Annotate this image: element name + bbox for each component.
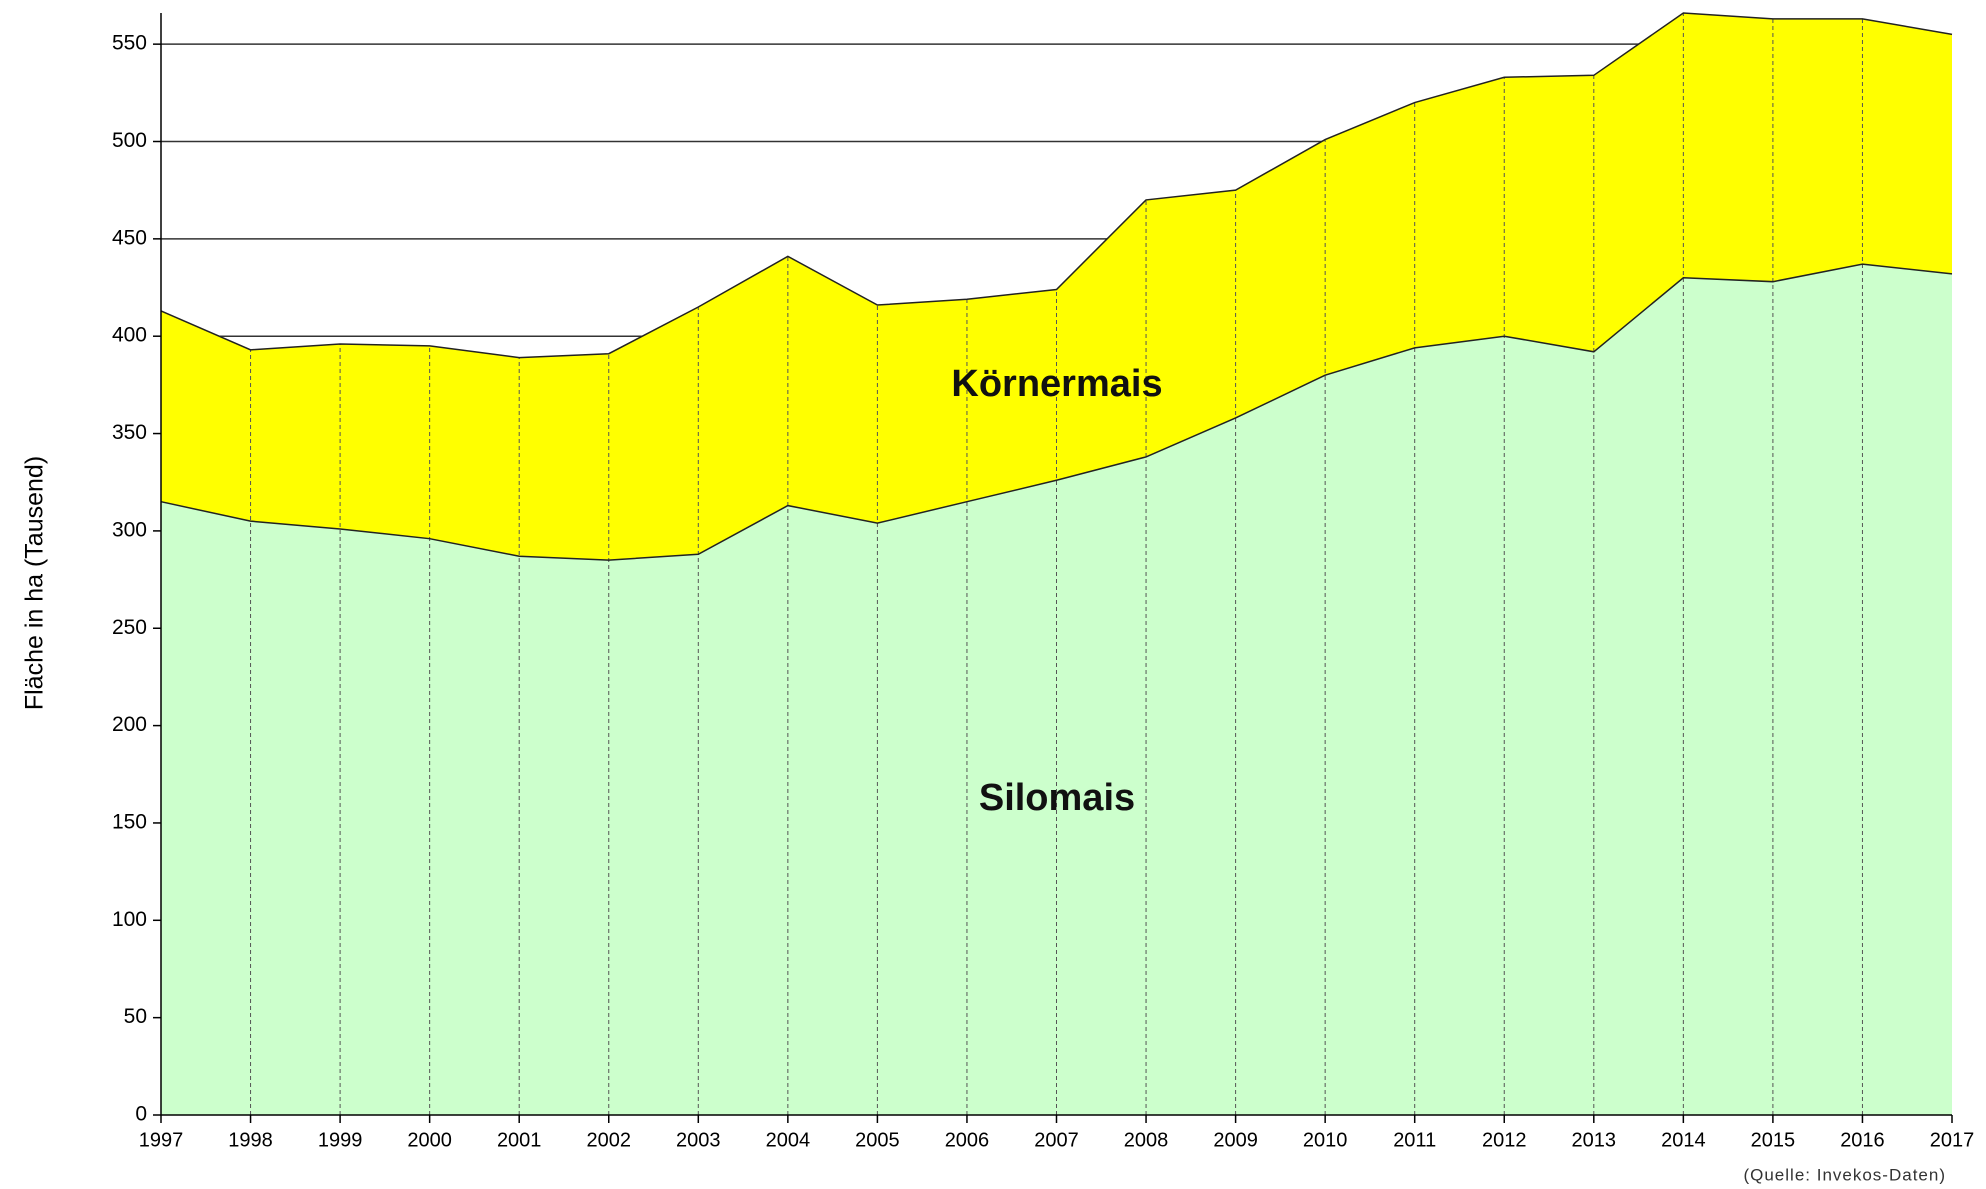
x-tick-label: 2014: [1661, 1129, 1706, 1151]
x-tick-label: 2017: [1930, 1129, 1975, 1151]
y-axis-label: Fläche in ha (Tausend): [21, 456, 49, 710]
x-tick-label: 2010: [1303, 1129, 1348, 1151]
y-tick-label: 350: [112, 421, 147, 444]
y-tick-label: 550: [112, 32, 147, 55]
x-tick-label: 2011: [1393, 1129, 1436, 1151]
y-tick-label: 50: [124, 1005, 147, 1028]
x-tick-label: 2007: [1034, 1129, 1079, 1151]
y-tick-label: 500: [112, 129, 147, 152]
x-tick-label: 2015: [1751, 1129, 1796, 1151]
x-tick-label: 2008: [1124, 1129, 1169, 1151]
area-line: [160, 263, 1953, 561]
area: [161, 13, 1952, 561]
x-tick-label: 2009: [1213, 1129, 1258, 1151]
y-tick-label: 400: [112, 324, 147, 347]
y-tick-label: 200: [112, 713, 147, 736]
y-tick-label: 250: [112, 616, 147, 639]
x-tick-label: 2012: [1482, 1129, 1527, 1151]
source-note: (Quelle: Invekos-Daten): [1743, 1165, 1946, 1184]
x-tick-label: 2013: [1572, 1129, 1617, 1151]
y-tick-label: 450: [112, 226, 147, 249]
x-tick-label: 1999: [318, 1129, 363, 1151]
y-tick-label: 300: [112, 518, 147, 541]
x-tick-label: 2016: [1840, 1129, 1885, 1151]
area-line: [160, 12, 1953, 359]
y-tick-label: 0: [135, 1103, 147, 1126]
x-tick-label: 2001: [497, 1129, 542, 1151]
x-tick-label: 2003: [676, 1129, 721, 1151]
y-tick-label: 150: [112, 810, 147, 833]
x-tick-label: 2000: [407, 1129, 452, 1151]
x-tick-label: 2005: [855, 1129, 900, 1151]
x-tick-label: 2006: [945, 1129, 990, 1151]
x-tick-label: 2002: [587, 1129, 632, 1151]
series-label: Körnermais: [951, 363, 1162, 405]
x-tick-label: 2004: [766, 1129, 811, 1151]
x-tick-label: 1997: [139, 1129, 184, 1151]
x-tick-label: 1998: [228, 1129, 273, 1151]
series-label: Silomais: [979, 777, 1135, 819]
y-tick-label: 100: [112, 908, 147, 931]
